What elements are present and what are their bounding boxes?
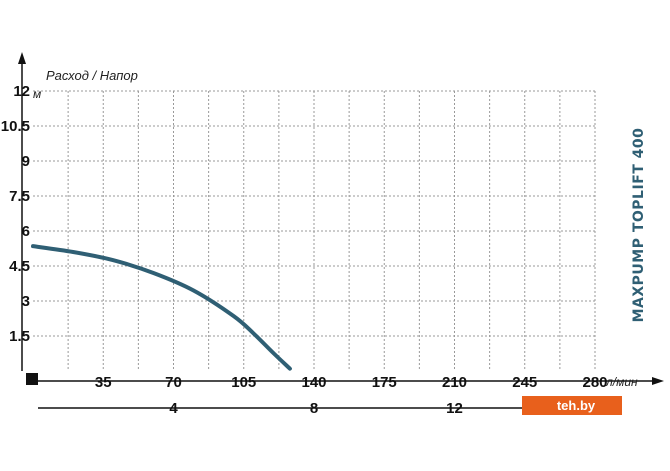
x-tick-label: 140: [301, 374, 326, 391]
chart-title: Расход / Напор: [46, 68, 138, 83]
origin-marker: [26, 373, 38, 385]
y-tick-labels: 1.5 3 4.5 6 7.5 9 10.5 12: [1, 83, 30, 345]
secondary-x-tick-label: 4: [169, 400, 178, 417]
watermark-text: teh.by: [557, 398, 596, 413]
x-axis-arrow: [652, 377, 664, 385]
pump-curve-line: [31, 244, 292, 371]
y-tick-label: 12: [13, 83, 30, 100]
x-tick-label: 35: [95, 374, 112, 391]
y-tick-label: 1.5: [9, 328, 30, 345]
y-unit-label: м: [33, 87, 41, 101]
x-tick-label: 105: [231, 374, 256, 391]
y-tick-label: 10.5: [1, 118, 30, 135]
secondary-x-tick-labels: 4 8 12: [169, 400, 463, 417]
y-tick-label: 6: [22, 223, 30, 240]
y-tick-label: 4.5: [9, 258, 30, 275]
secondary-x-tick-label: 8: [310, 400, 318, 417]
x-tick-label: 210: [442, 374, 467, 391]
axes: [18, 52, 664, 409]
watermark: teh.by: [522, 396, 622, 415]
y-tick-label: 9: [22, 153, 30, 170]
secondary-x-tick-label: 12: [446, 400, 463, 417]
x-tick-label: 245: [512, 374, 537, 391]
y-tick-label: 3: [22, 293, 30, 310]
curves: [31, 244, 292, 371]
x-tick-label: 280: [582, 374, 607, 391]
product-label: MAXPUMP TOPLIFT 400: [631, 128, 647, 323]
x-tick-labels: 35 70 105 140 175 210 245 280: [95, 374, 608, 391]
watermark-bg: [522, 396, 622, 415]
y-tick-label: 7.5: [9, 188, 30, 205]
x-tick-label: 175: [372, 374, 397, 391]
grid-lines: [33, 90, 596, 371]
x-unit-label: л/мин: [605, 375, 638, 389]
y-axis-arrow: [18, 52, 26, 64]
x-tick-label: 70: [165, 374, 182, 391]
